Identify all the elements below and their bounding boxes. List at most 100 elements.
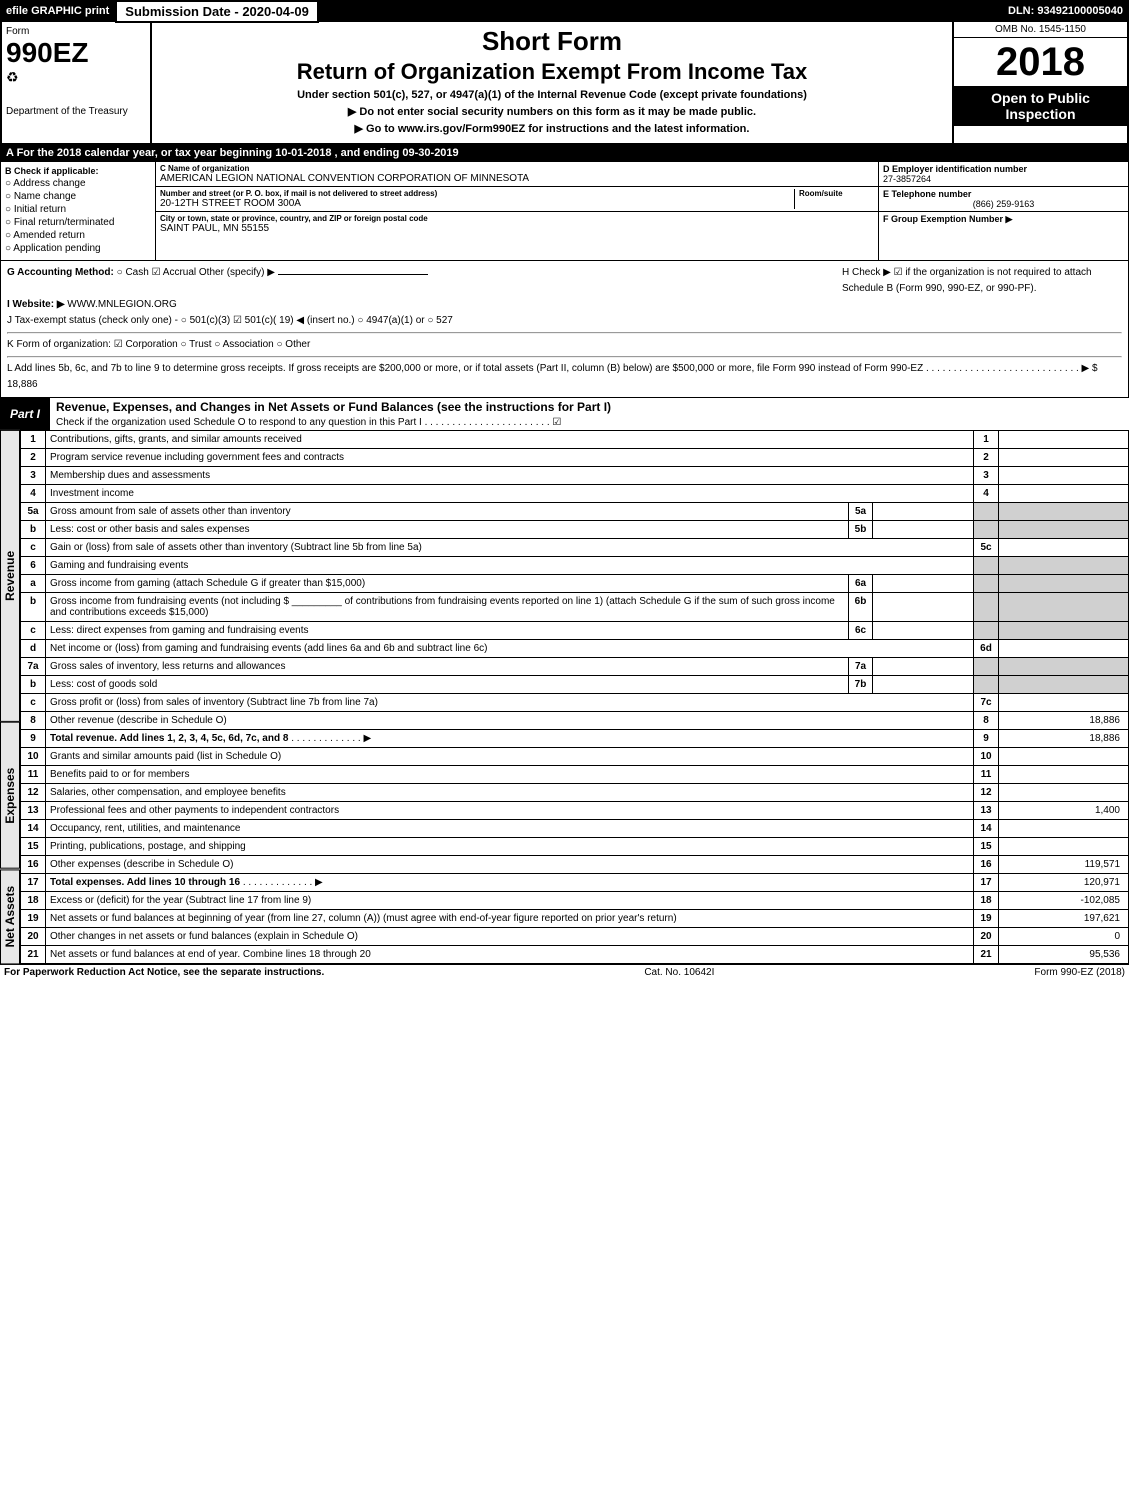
line-col: 21 <box>974 946 999 964</box>
line-col <box>974 676 999 694</box>
line-col: 6d <box>974 640 999 658</box>
line-amount <box>999 539 1129 557</box>
line-col <box>974 575 999 593</box>
line-amount: 95,536 <box>999 946 1129 964</box>
section-f: F Group Exemption Number ▶ <box>879 212 1128 227</box>
section-c: C Name of organization AMERICAN LEGION N… <box>156 162 878 260</box>
line-row: bLess: cost or other basis and sales exp… <box>21 521 1129 539</box>
line-col <box>974 593 999 622</box>
section-e: E Telephone number (866) 259-9163 <box>879 187 1128 212</box>
header-right: OMB No. 1545-1150 2018 Open to Public In… <box>952 22 1127 143</box>
footer-right: Form 990-EZ (2018) <box>1034 967 1125 978</box>
submission-date: Submission Date - 2020-04-09 <box>115 0 319 23</box>
line-description: Net income or (loss) from gaming and fun… <box>46 640 974 658</box>
line-amount <box>999 575 1129 593</box>
line-number: 11 <box>21 766 46 784</box>
line-row: bLess: cost of goods sold7b <box>21 676 1129 694</box>
line-amount <box>999 640 1129 658</box>
line-description: Less: cost or other basis and sales expe… <box>46 521 974 539</box>
main-title: Return of Organization Exempt From Incom… <box>164 59 940 85</box>
line-col: 13 <box>974 802 999 820</box>
section-d: D Employer identification number 27-3857… <box>879 162 1128 187</box>
line-col <box>974 658 999 676</box>
group-exemption-label: F Group Exemption Number ▶ <box>883 214 1012 224</box>
line-row: 2Program service revenue including gover… <box>21 449 1129 467</box>
line-description: Gain or (loss) from sale of assets other… <box>46 539 974 557</box>
street-value: 20-12TH STREET ROOM 300A <box>160 198 794 209</box>
info-link: ▶ Go to www.irs.gov/Form990EZ for instru… <box>164 122 940 135</box>
info-right: D Employer identification number 27-3857… <box>878 162 1128 260</box>
period-prefix: A For the 2018 calendar year, or tax yea… <box>6 147 272 159</box>
part1-header: Part I Revenue, Expenses, and Changes in… <box>0 398 1129 430</box>
check-application-pending[interactable]: Application pending <box>5 243 151 254</box>
line-description: Gross sales of inventory, less returns a… <box>46 658 974 676</box>
info-section: B Check if applicable: Address change Na… <box>0 161 1129 261</box>
line-number: 12 <box>21 784 46 802</box>
line-row: 8Other revenue (describe in Schedule O)8… <box>21 712 1129 730</box>
line-col: 11 <box>974 766 999 784</box>
check-final-return[interactable]: Final return/terminated <box>5 217 151 228</box>
line-row: 10Grants and similar amounts paid (list … <box>21 748 1129 766</box>
check-amended-return[interactable]: Amended return <box>5 230 151 241</box>
expenses-side-label: Expenses <box>0 722 20 869</box>
line-row: bGross income from fundraising events (n… <box>21 593 1129 622</box>
line-number: 19 <box>21 910 46 928</box>
line-description: Other changes in net assets or fund bala… <box>46 928 974 946</box>
line-amount <box>999 658 1129 676</box>
phone-label: E Telephone number <box>883 189 1124 199</box>
line-col: 14 <box>974 820 999 838</box>
subtitle: Under section 501(c), 527, or 4947(a)(1)… <box>164 89 940 101</box>
accounting-other[interactable]: Other (specify) ▶ <box>199 267 275 278</box>
period-row: A For the 2018 calendar year, or tax yea… <box>0 145 1129 161</box>
line-row: cGross profit or (loss) from sales of in… <box>21 694 1129 712</box>
check-address-change[interactable]: Address change <box>5 178 151 189</box>
line-number: a <box>21 575 46 593</box>
line-col <box>974 622 999 640</box>
line-description: Net assets or fund balances at beginning… <box>46 910 974 928</box>
line-description: Less: cost of goods sold7b <box>46 676 974 694</box>
line-amount: 119,571 <box>999 856 1129 874</box>
room-label: Room/suite <box>799 189 874 198</box>
header-center: Short Form Return of Organization Exempt… <box>152 22 952 143</box>
public-warning: ▶ Do not enter social security numbers o… <box>164 105 940 118</box>
line-number: 20 <box>21 928 46 946</box>
line-description: Printing, publications, postage, and shi… <box>46 838 974 856</box>
line-amount <box>999 676 1129 694</box>
line-amount: 18,886 <box>999 730 1129 748</box>
line-number: c <box>21 694 46 712</box>
org-name: AMERICAN LEGION NATIONAL CONVENTION CORP… <box>160 173 874 184</box>
city-row: City or town, state or province, country… <box>156 212 878 236</box>
line-description: Net assets or fund balances at end of ye… <box>46 946 974 964</box>
line-row: 11Benefits paid to or for members11 <box>21 766 1129 784</box>
line-row: 5aGross amount from sale of assets other… <box>21 503 1129 521</box>
short-form-title: Short Form <box>164 26 940 57</box>
line-row: 14Occupancy, rent, utilities, and mainte… <box>21 820 1129 838</box>
website-value: WWW.MNLEGION.ORG <box>67 299 176 310</box>
line-description: Contributions, gifts, grants, and simila… <box>46 431 974 449</box>
line-amount <box>999 766 1129 784</box>
line-amount <box>999 820 1129 838</box>
line-number: 6 <box>21 557 46 575</box>
line-number: 10 <box>21 748 46 766</box>
line-amount: 120,971 <box>999 874 1129 892</box>
accounting-cash[interactable]: ○ Cash <box>117 267 149 278</box>
accounting-label: G Accounting Method: <box>7 267 114 278</box>
line-col: 12 <box>974 784 999 802</box>
website-label: I Website: ▶ <box>7 299 65 310</box>
ein-value: 27-3857264 <box>883 174 1124 184</box>
check-name-change[interactable]: Name change <box>5 191 151 202</box>
line-amount <box>999 694 1129 712</box>
lines-table: 1Contributions, gifts, grants, and simil… <box>20 430 1129 964</box>
line-col: 20 <box>974 928 999 946</box>
line-col: 2 <box>974 449 999 467</box>
efile-label: efile GRAPHIC print <box>0 5 115 17</box>
line-description: Professional fees and other payments to … <box>46 802 974 820</box>
line-amount <box>999 622 1129 640</box>
accounting-accrual[interactable]: ☑ Accrual <box>152 267 197 278</box>
line-row: 17Total expenses. Add lines 10 through 1… <box>21 874 1129 892</box>
line-row: 21Net assets or fund balances at end of … <box>21 946 1129 964</box>
section-l: L Add lines 5b, 6c, and 7b to line 9 to … <box>7 361 1122 393</box>
check-initial-return[interactable]: Initial return <box>5 204 151 215</box>
section-h: H Check ▶ ☑ if the organization is not r… <box>822 265 1122 297</box>
open-public-label: Open to Public Inspection <box>954 86 1127 126</box>
